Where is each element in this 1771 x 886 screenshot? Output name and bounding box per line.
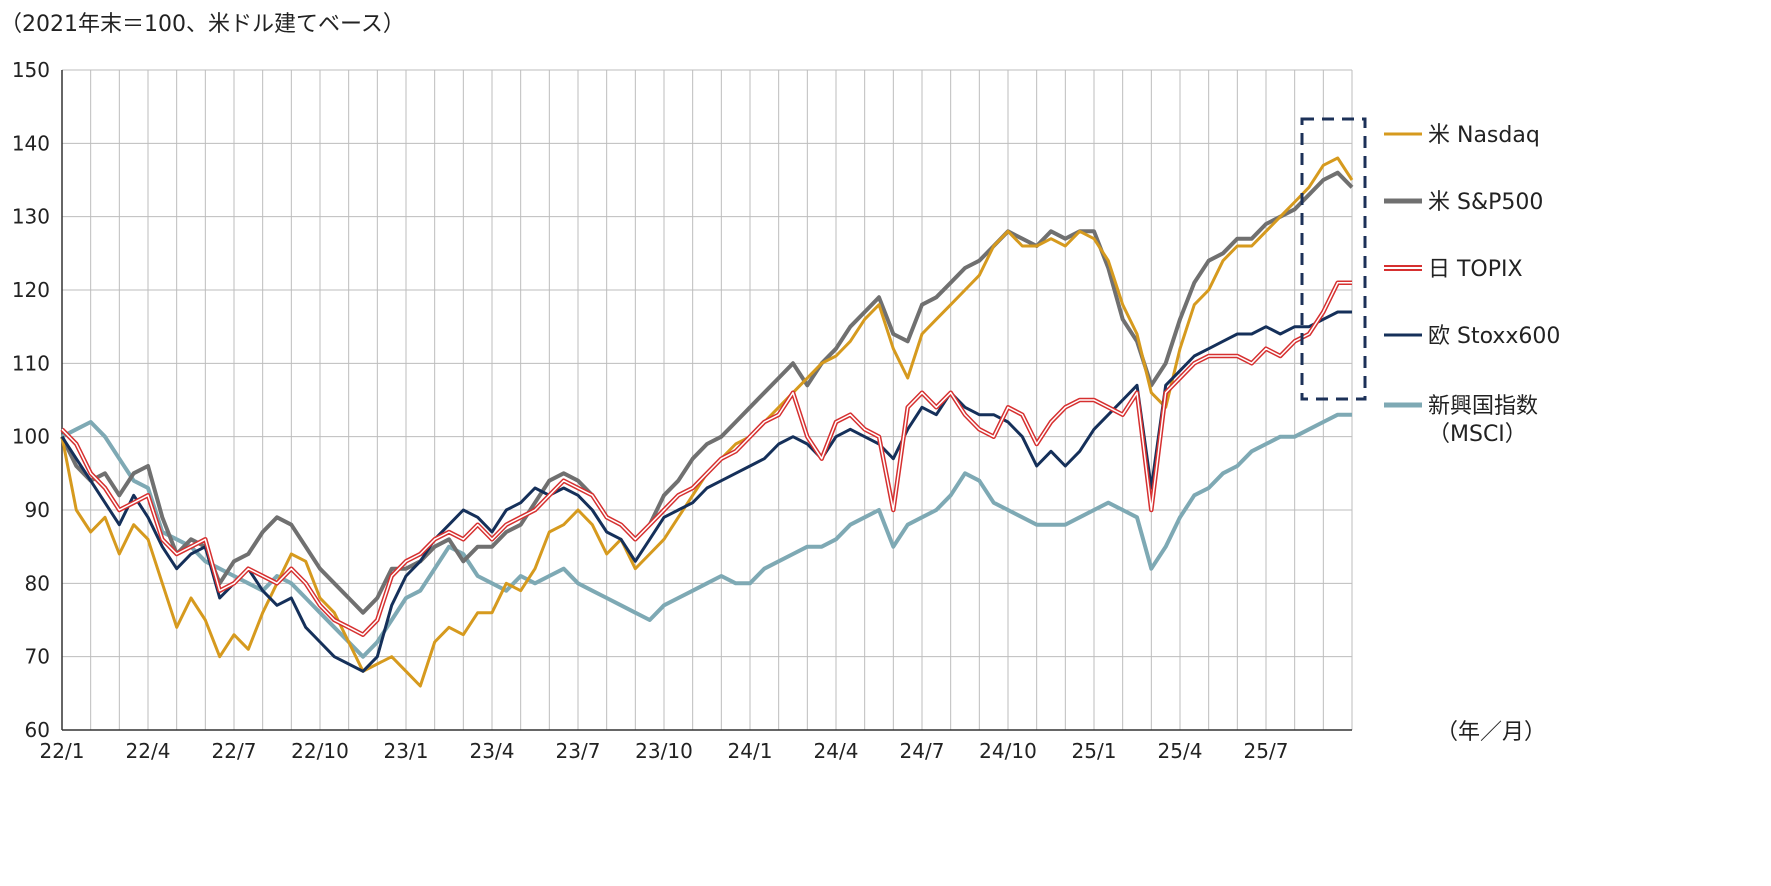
x-tick-label: 23/4	[470, 739, 515, 763]
grid	[61, 69, 1353, 731]
legend-label: 米 Nasdaq	[1428, 123, 1540, 148]
x-tick-label: 22/7	[212, 739, 257, 763]
legend-label: 欧 Stoxx600	[1428, 324, 1560, 349]
series-line-series4	[61, 412, 1352, 659]
highlight-box	[1300, 117, 1367, 401]
legend: 米 Nasdaq 米 S&P500 日 TOPIX 欧 Stoxx600 新興国指数 （M…	[1384, 123, 1560, 447]
x-tick-label: 23/10	[635, 739, 693, 763]
x-tick-label: 24/7	[900, 739, 945, 763]
y-tick-label: 100	[12, 425, 50, 449]
y-axis: 60 70 80 90 100 110 120 130 140 150	[12, 58, 50, 742]
series-line-topix-inner	[61, 281, 1352, 636]
x-tick-label: 22/4	[126, 739, 171, 763]
legend-sublabel: （MSCI）	[1428, 422, 1527, 447]
x-tick-label: 22/1	[40, 739, 85, 763]
y-tick-label: 110	[12, 351, 50, 375]
legend-label: 日 TOPIX	[1428, 257, 1523, 282]
x-tick-label: 25/4	[1158, 739, 1203, 763]
series-lines	[60, 156, 1354, 688]
legend-label: 新興国指数	[1428, 394, 1538, 419]
x-axis: 22/1 22/4 22/7 22/10 23/1 23/4 23/7 23/10 24/1 24…	[40, 739, 1289, 763]
x-tick-label: 24/4	[814, 739, 859, 763]
legend-label: 米 S&P500	[1428, 190, 1543, 215]
y-tick-label: 130	[12, 205, 50, 229]
y-tick-label: 150	[12, 58, 50, 82]
y-tick-label: 80	[25, 571, 50, 595]
y-tick-label: 140	[12, 131, 50, 155]
x-tick-label: 25/1	[1072, 739, 1117, 763]
y-tick-label: 70	[25, 645, 50, 669]
series-line-nasdaq	[60, 156, 1354, 688]
x-tick-label: 24/10	[979, 739, 1037, 763]
y-tick-label: 120	[12, 278, 50, 302]
x-tick-label: 22/10	[291, 739, 349, 763]
series-line-sp500	[60, 170, 1354, 615]
chart-subtitle: （2021年末＝100、米ドル建てベース）	[0, 12, 405, 37]
x-tick-label: 25/7	[1244, 739, 1289, 763]
y-tick-label: 90	[25, 498, 50, 522]
series-line-stoxx600	[60, 310, 1352, 673]
x-tick-label: 23/7	[556, 739, 601, 763]
x-axis-units-note: （年／月）	[1436, 720, 1547, 745]
x-tick-label: 24/1	[728, 739, 773, 763]
x-tick-label: 23/1	[384, 739, 429, 763]
y-tick-label: 60	[25, 718, 50, 742]
